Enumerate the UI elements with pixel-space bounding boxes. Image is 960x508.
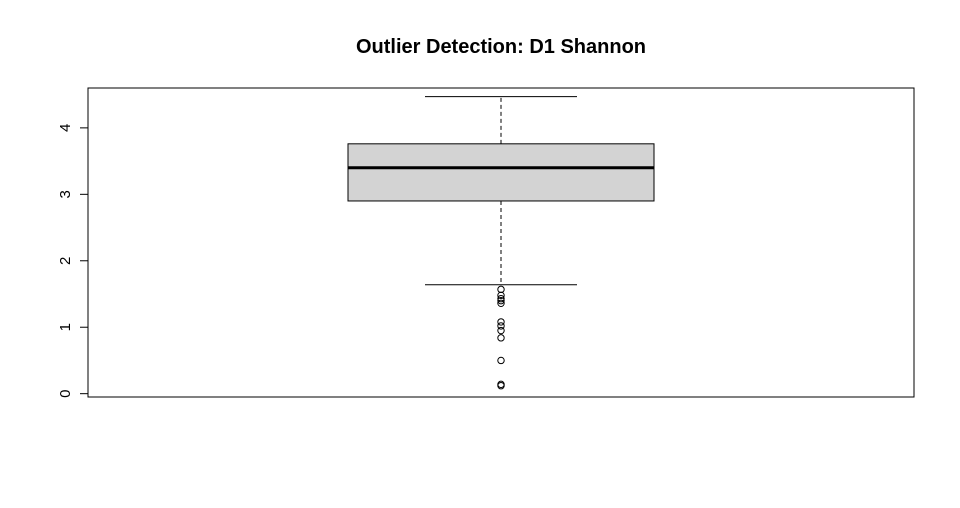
y-axis: 0 1 2 3 4: [57, 124, 89, 398]
box-group: [347, 96, 655, 286]
outlier-point-11: [497, 382, 505, 390]
y-tick-label-1: 1: [57, 323, 74, 331]
y-tick-label-3: 3: [57, 190, 74, 198]
outlier-point-7: [497, 326, 505, 335]
outlier-point-3: [497, 296, 505, 305]
outlier-point-0: [497, 285, 505, 294]
outlier-point-6: [497, 322, 505, 330]
iqr-box: [347, 143, 655, 202]
outlier-point-1: [497, 291, 505, 300]
y-tick-label-4: 4: [57, 124, 74, 132]
outlier-point-8: [497, 334, 505, 342]
outlier-points: [497, 285, 505, 390]
y-tick-label-2: 2: [57, 257, 74, 265]
outlier-point-2: [497, 294, 505, 303]
chart-title: Outlier Detection: D1 Shannon: [356, 36, 646, 58]
outlier-point-5: [497, 318, 505, 326]
outlier-point-4: [497, 299, 505, 308]
y-tick-label-0: 0: [57, 390, 74, 398]
outlier-point-9: [497, 356, 505, 365]
